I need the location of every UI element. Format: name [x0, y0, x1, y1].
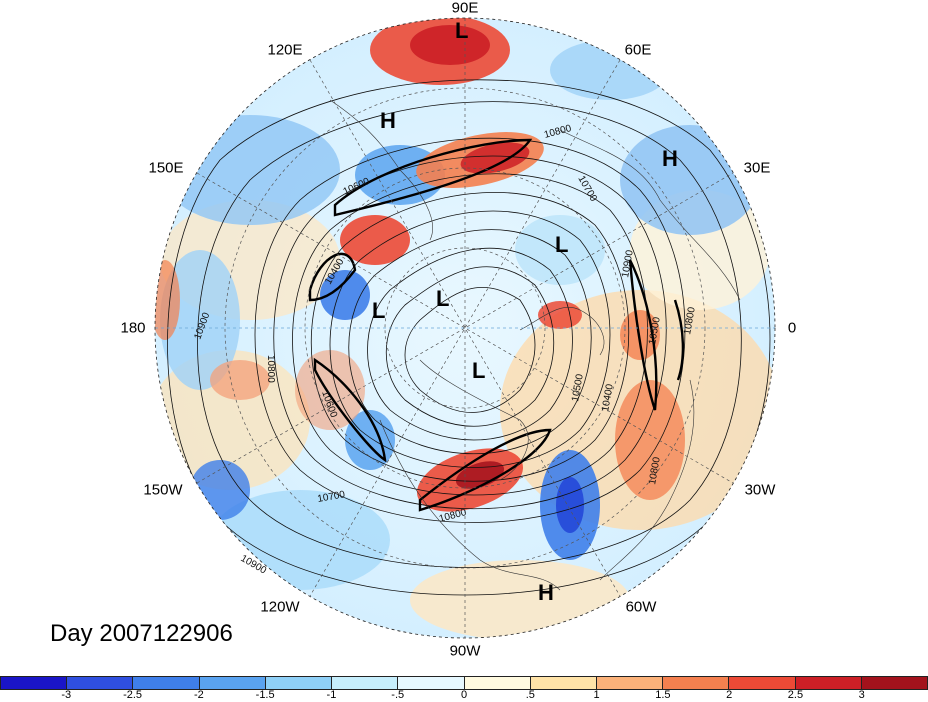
lon-label-30w: 30W [744, 481, 776, 499]
colorbar-tick-label: -.5 [391, 689, 405, 701]
graticule [155, 18, 775, 638]
contour-label: 10400 [600, 383, 616, 413]
lon-label-0: 0 [787, 319, 797, 337]
lon-label-120w: 120W [260, 598, 300, 616]
lon-label-30e: 30E [743, 159, 771, 177]
lon-label-150w: 150W [143, 481, 183, 499]
colorbar-tick-label: -1 [326, 689, 337, 701]
low-pressure-mark: L [555, 232, 568, 257]
colorbar-tick-label: 2 [726, 689, 733, 701]
jet-contours [308, 138, 685, 512]
pressure-systems: L H H L L L L H [372, 18, 678, 605]
colorbar-tick-label: -2 [193, 689, 204, 701]
low-pressure-mark: L [472, 358, 485, 383]
colorbar-tick-label: 2.5 [787, 689, 804, 701]
lon-label-150e: 150E [148, 159, 184, 177]
contour-label: 10800 [682, 306, 698, 336]
colorbar-cell [133, 676, 200, 690]
contour-label: 10900 [620, 249, 636, 279]
low-pressure-mark: L [372, 298, 385, 323]
colorbar-tick-label: -3 [61, 689, 72, 701]
colorbar-tick-label: .5 [525, 689, 535, 701]
contour-label: 10500 [570, 373, 586, 403]
colorbar [0, 676, 928, 690]
colorbar-cell [67, 676, 134, 690]
lon-label-60w: 60W [625, 598, 657, 616]
colorbar-cell [332, 676, 399, 690]
colorbar-cell [398, 676, 465, 690]
colorbar-tick-label: 1 [593, 689, 600, 701]
date-label: Day 2007122906 [50, 620, 233, 647]
map-boundary [154, 17, 776, 639]
colorbar-tick-label: 0 [460, 689, 468, 701]
height-contours [167, 79, 771, 596]
lon-label-60e: 60E [624, 41, 652, 59]
high-pressure-mark: H [662, 146, 678, 171]
colorbar-tick-label: -2.5 [123, 689, 143, 701]
lon-label-120e: 120E [267, 41, 303, 59]
colorbar-cell [795, 676, 862, 690]
colorbar-tick-label: 3 [858, 689, 865, 701]
coastlines [329, 99, 741, 591]
contour-label: 10800 [265, 355, 276, 383]
colorbar-tick-label: 1.5 [655, 689, 671, 701]
high-pressure-mark: H [538, 580, 554, 605]
lon-label-90w: 90W [449, 642, 481, 660]
colorbar-cell [199, 676, 266, 690]
colorbar-cell [861, 676, 928, 690]
low-pressure-mark: L [455, 18, 468, 43]
colorbar-cell [596, 676, 664, 690]
contour-label: 10700 [317, 489, 347, 505]
high-pressure-mark: H [380, 108, 396, 133]
colorbar-cell [729, 676, 796, 690]
colorbar-cell [0, 676, 68, 690]
contour-label: 10500 [647, 316, 663, 346]
lon-label-180: 180 [120, 319, 146, 337]
low-pressure-mark: L [436, 286, 449, 311]
lon-label-90e: 90E [451, 0, 479, 17]
colorbar-tick-label: -1.5 [255, 689, 275, 701]
colorbar-cell [663, 676, 730, 690]
contour-label: 10800 [647, 456, 663, 486]
colorbar-cell [530, 676, 597, 690]
colorbar-cell [265, 676, 333, 690]
colorbar-cell [464, 676, 531, 690]
